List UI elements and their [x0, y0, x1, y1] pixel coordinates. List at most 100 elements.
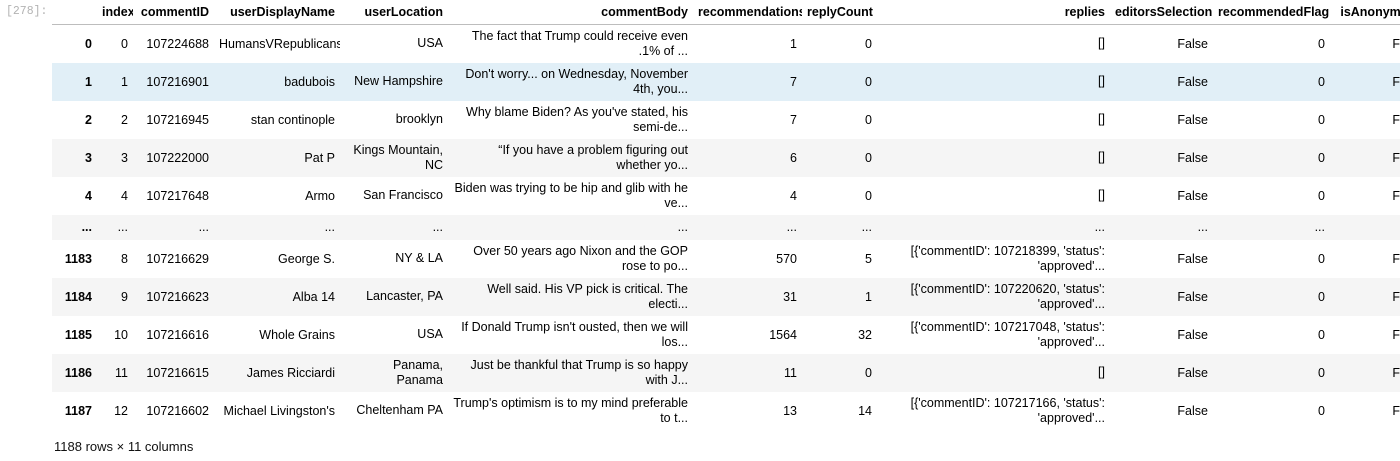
table-cell: 0 — [865, 112, 872, 127]
table-cell: 4 — [121, 188, 128, 203]
table-row[interactable]: 1185 10 107216616 Whole Grains USA If Donald … — [52, 316, 1400, 354]
table-cell: False — [1392, 188, 1400, 203]
table-cell: 0 — [1318, 36, 1325, 51]
table-cell: 11 — [784, 365, 797, 380]
table-cell: [{'commentID': 107217048, 'status': 'app… — [910, 319, 1105, 349]
column-header: replies — [1064, 5, 1105, 19]
table-cell: 9 — [121, 289, 128, 304]
table-cell: False — [1177, 403, 1208, 418]
table-cell: 0 — [865, 365, 872, 380]
table-cell: 12 — [114, 403, 128, 418]
table-row[interactable]: 1183 8 107216629 George S. NY & LA Over 50 ye… — [52, 240, 1400, 278]
table-cell: Whole Grains — [259, 327, 335, 342]
table-cell: NY & LA — [395, 251, 443, 265]
row-index-label: 4 — [85, 188, 92, 203]
column-header: userDisplayName — [230, 5, 335, 19]
table-cell: badubois — [284, 74, 335, 89]
table-cell: 107216945 — [146, 112, 209, 127]
table-cell: New Hampshire — [354, 74, 443, 88]
table-cell: 107216629 — [146, 251, 209, 266]
table-cell: Lancaster, PA — [366, 289, 443, 303]
table-cell: 11 — [115, 365, 128, 380]
table-cell: 1 — [121, 74, 128, 89]
table-cell: False — [1392, 251, 1400, 266]
table-cell: Kings Mountain, NC — [353, 142, 443, 172]
table-cell: 107222000 — [146, 150, 209, 165]
table-cell: 0 — [1318, 112, 1325, 127]
table-cell: False — [1177, 36, 1208, 51]
table-cell: Armo — [305, 188, 335, 203]
table-cell: 0 — [865, 188, 872, 203]
table-cell: ... — [324, 220, 335, 234]
table-cell: [] — [1098, 36, 1105, 51]
column-header: recommendations — [698, 5, 802, 19]
table-cell: 1 — [865, 289, 872, 304]
table-cell: USA — [417, 36, 443, 51]
table-cell: 10 — [114, 327, 128, 342]
row-index-label: 3 — [85, 150, 92, 165]
table-body: 0 0 107224688 HumansVRepublicans USA The fact… — [52, 25, 1400, 430]
row-index-label: 1184 — [64, 289, 92, 304]
header-index-corner — [52, 0, 97, 25]
table-cell: ... — [1314, 220, 1325, 234]
table-cell: False — [1177, 112, 1208, 127]
table-cell: 107217648 — [146, 188, 209, 203]
table-cell: False — [1177, 327, 1208, 342]
table-cell: 0 — [865, 36, 872, 51]
dataframe-table: index commentID userDisplayName userLocatio… — [52, 0, 1400, 430]
table-cell: 2 — [121, 112, 128, 127]
table-cell: Well said. His VP pick is critical. The … — [487, 281, 688, 311]
column-header: replyCount — [807, 5, 873, 19]
table-cell: False — [1392, 327, 1400, 342]
table-cell: ... — [1094, 219, 1105, 234]
table-row[interactable]: 3 3 107222000 Pat P Kings Mountain, NC “If yo… — [52, 138, 1400, 177]
table-cell: 14 — [858, 403, 872, 418]
table-cell: Biden was trying to be hip and glib with… — [454, 180, 688, 210]
table-cell: If Donald Trump isn't ousted, then we wi… — [461, 319, 688, 349]
table-row[interactable]: 1 1 107216901 badubois New Hampshire Don't wo… — [52, 62, 1400, 101]
row-index-label: 2 — [85, 112, 92, 127]
table-cell: [{'commentID': 107217166, 'status': 'app… — [910, 395, 1105, 425]
table-cell: 0 — [865, 74, 872, 89]
table-cell: False — [1392, 36, 1400, 51]
table-row[interactable]: 1184 9 107216623 Alba 14 Lancaster, PA Well s… — [52, 277, 1400, 316]
row-index-label: 0 — [85, 36, 92, 51]
column-header: commentID — [140, 5, 209, 19]
table-cell: False — [1177, 150, 1208, 165]
table-cell: 0 — [1318, 365, 1325, 380]
table-cell: 7 — [790, 112, 797, 127]
table-row[interactable]: 0 0 107224688 HumansVRepublicans USA The fact… — [52, 25, 1400, 63]
table-cell: False — [1177, 251, 1208, 266]
table-cell: 0 — [1318, 188, 1325, 203]
shape-summary: 1188 rows × 11 columns — [54, 439, 194, 454]
table-cell: 107216615 — [146, 365, 209, 380]
table-cell: 1564 — [769, 327, 797, 342]
cell-output: index commentID userDisplayName userLocatio… — [52, 0, 1400, 430]
table-cell: USA — [417, 327, 443, 341]
table-cell: ... — [432, 219, 443, 234]
table-cell: Over 50 years ago Nixon and the GOP rose… — [473, 243, 688, 273]
table-cell: 570 — [776, 251, 797, 266]
table-cell: San Francisco — [363, 188, 443, 202]
row-index-label: 1185 — [64, 327, 92, 342]
table-cell: False — [1177, 188, 1208, 203]
column-header: commentBody — [601, 5, 688, 19]
table-cell: brooklyn — [395, 112, 443, 126]
table-cell: “If you have a problem figuring out whet… — [498, 142, 688, 172]
table-cell: False — [1177, 289, 1208, 304]
table-cell: False — [1177, 74, 1208, 89]
table-cell: False — [1392, 74, 1400, 89]
table-row[interactable]: 2 2 107216945 stan continople brooklyn Why bl… — [52, 101, 1400, 139]
table-cell: 31 — [783, 289, 797, 304]
table-cell: ... — [198, 220, 209, 234]
ellipsis-row[interactable]: .................................... — [52, 214, 1400, 240]
table-cell: ... — [117, 220, 128, 234]
table-cell: 107216901 — [146, 74, 209, 89]
table-cell: Alba 14 — [292, 289, 335, 304]
table-cell: 3 — [121, 150, 128, 165]
table-cell: False — [1392, 403, 1400, 418]
table-row[interactable]: 4 4 107217648 Armo San Francisco Biden was tr… — [52, 177, 1400, 215]
table-row[interactable]: 1186 11 107216615 James Ricciardi Panama, Pa… — [52, 353, 1400, 392]
table-cell: False — [1392, 289, 1400, 304]
table-row[interactable]: 1187 12 107216602 Michael Livingston's Chelt… — [52, 392, 1400, 430]
